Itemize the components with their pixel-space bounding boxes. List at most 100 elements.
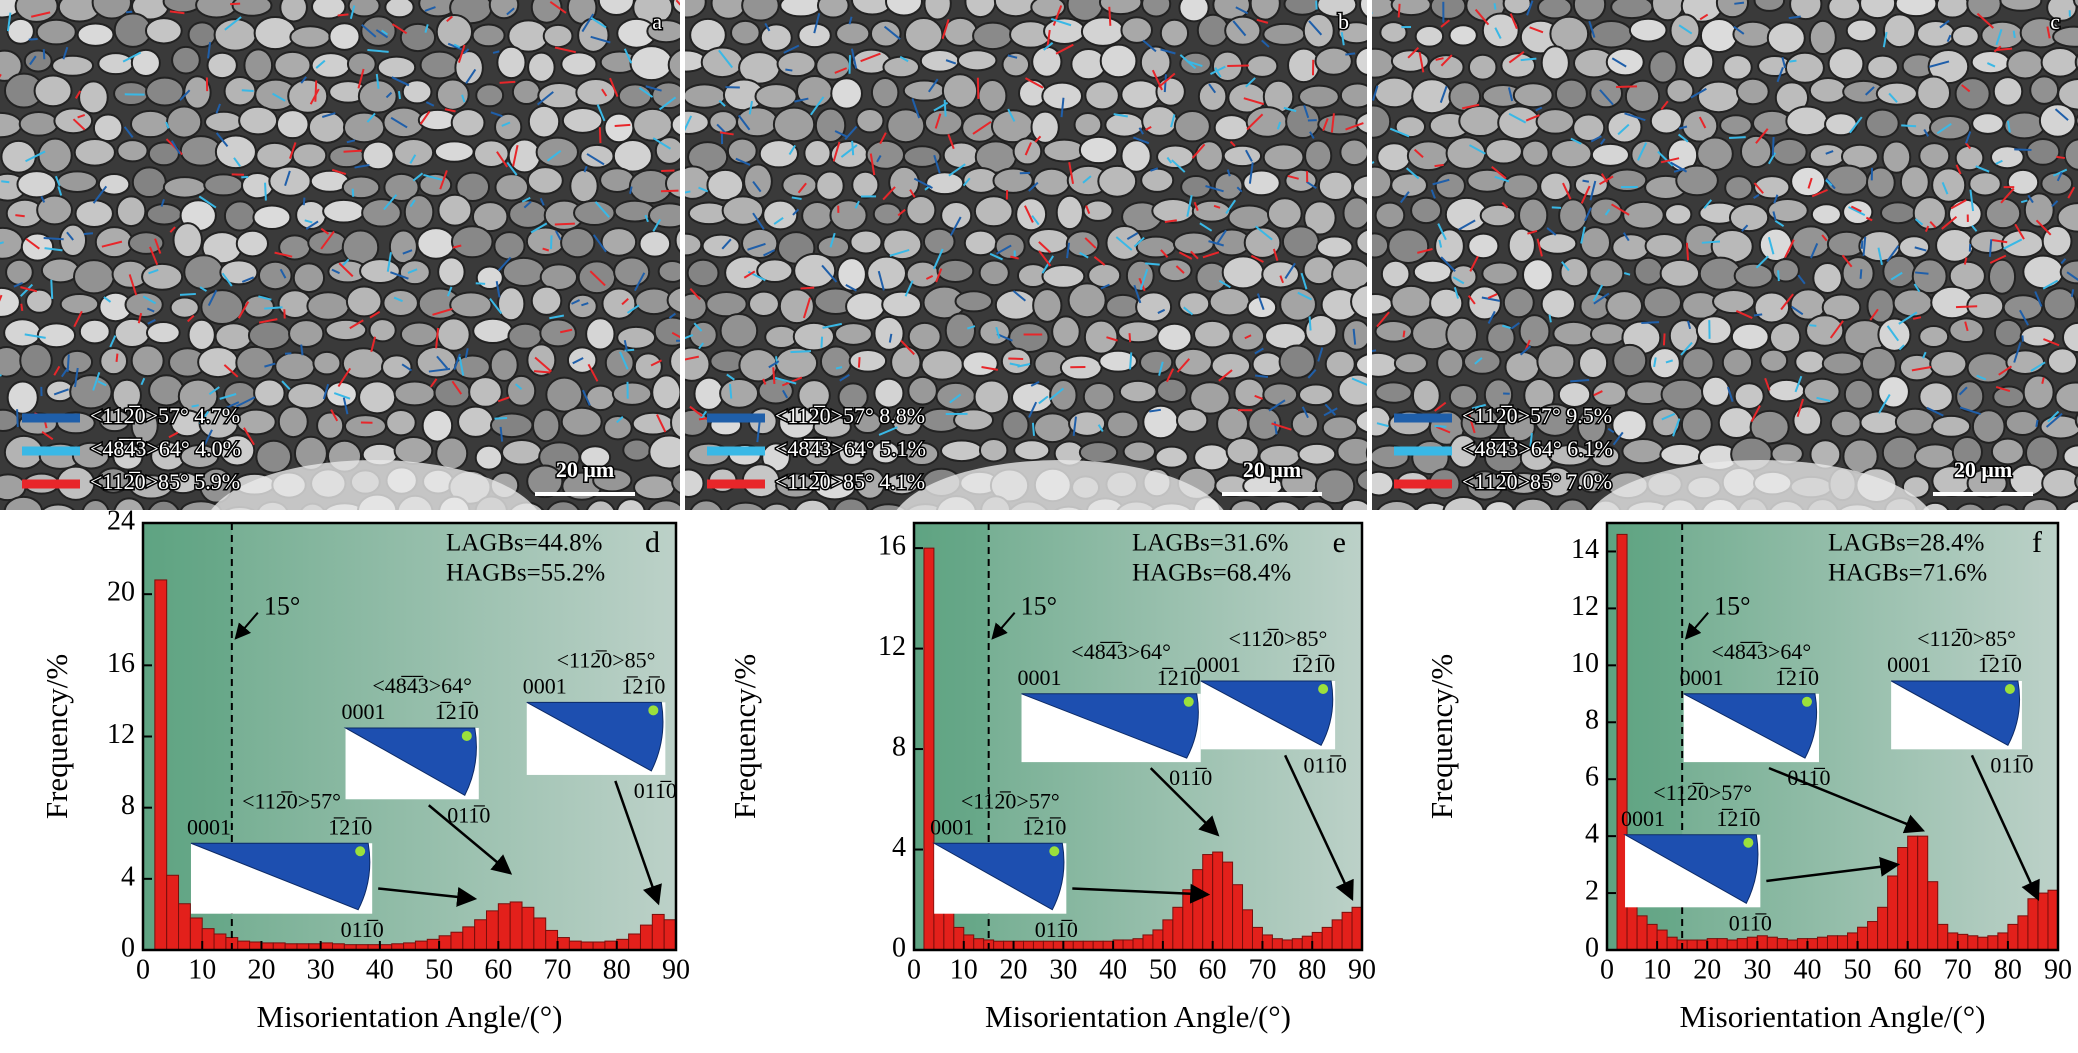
grain bbox=[669, 345, 680, 378]
grain bbox=[837, 382, 869, 412]
boundary bbox=[1593, 390, 1603, 397]
boundary bbox=[146, 307, 155, 313]
bar bbox=[1736, 938, 1748, 951]
grain bbox=[433, 140, 475, 163]
boundary bbox=[840, 144, 858, 158]
grain bbox=[612, 139, 653, 173]
bar bbox=[1877, 906, 1889, 951]
grain bbox=[449, 291, 493, 319]
grain bbox=[187, 318, 216, 351]
boundary bbox=[1750, 405, 1761, 423]
boundary bbox=[1653, 357, 1657, 368]
bar bbox=[1867, 921, 1879, 951]
boundary bbox=[16, 409, 19, 428]
grain bbox=[200, 289, 245, 326]
grain bbox=[923, 108, 964, 137]
grain bbox=[53, 107, 94, 135]
boundary bbox=[1582, 179, 1590, 183]
boundary bbox=[1012, 290, 1027, 302]
bar bbox=[1102, 940, 1114, 951]
grain bbox=[1513, 497, 1553, 510]
boundary bbox=[1133, 136, 1150, 145]
grain bbox=[647, 499, 680, 510]
boundary bbox=[264, 362, 276, 368]
grain bbox=[1314, 46, 1353, 76]
boundary bbox=[2030, 361, 2046, 372]
grain bbox=[1118, 379, 1158, 404]
boundary bbox=[810, 96, 825, 116]
x-tick-label: 30 bbox=[307, 954, 335, 985]
boundary bbox=[1773, 194, 1779, 204]
boundary bbox=[689, 405, 703, 417]
grain bbox=[1521, 139, 1550, 167]
boundary bbox=[1600, 138, 1606, 145]
boundary bbox=[199, 286, 208, 292]
grain bbox=[1359, 0, 1367, 19]
boundary bbox=[1562, 182, 1572, 200]
x-axis-title: Misorientation Angle/(°) bbox=[985, 999, 1291, 1034]
bar bbox=[1987, 935, 1999, 951]
grain bbox=[1287, 47, 1321, 84]
grain bbox=[1342, 196, 1367, 230]
grain bbox=[1912, 196, 1947, 231]
boundary bbox=[718, 49, 734, 69]
grain bbox=[849, 229, 883, 255]
boundary bbox=[1271, 422, 1292, 431]
hagbs-label: HAGBs=71.6% bbox=[1828, 560, 1987, 587]
boundary bbox=[850, 48, 858, 69]
boundary bbox=[1149, 408, 1161, 413]
boundary bbox=[369, 310, 381, 319]
grain bbox=[631, 411, 675, 436]
boundary bbox=[1690, 87, 1707, 99]
grain bbox=[1557, 381, 1592, 408]
grain bbox=[833, 497, 869, 510]
boundary bbox=[546, 150, 562, 162]
grain bbox=[907, 321, 942, 352]
boundary bbox=[1971, 224, 1978, 232]
boundary bbox=[453, 43, 461, 49]
boundary bbox=[935, 268, 943, 283]
boundary bbox=[2056, 171, 2063, 182]
boundary bbox=[1535, 106, 1543, 112]
grain bbox=[113, 317, 151, 349]
grain bbox=[530, 285, 563, 316]
boundary bbox=[424, 6, 436, 12]
grain bbox=[1261, 260, 1300, 289]
grain bbox=[670, 113, 680, 137]
grain bbox=[450, 108, 486, 138]
grain bbox=[801, 200, 834, 231]
boundary bbox=[423, 173, 443, 181]
grain bbox=[1178, 0, 1210, 23]
inset-peak bbox=[355, 846, 366, 857]
grain bbox=[1549, 15, 1590, 52]
boundary bbox=[1330, 113, 1335, 133]
grain bbox=[869, 503, 907, 510]
grain bbox=[273, 50, 312, 80]
grain bbox=[1266, 197, 1303, 230]
grain bbox=[1262, 22, 1306, 46]
boundary bbox=[383, 194, 398, 211]
grain bbox=[214, 322, 253, 352]
grain bbox=[904, 441, 940, 467]
grain bbox=[902, 145, 942, 168]
grain bbox=[1393, 352, 1429, 375]
x-tick-label: 80 bbox=[1298, 954, 1326, 985]
boundary bbox=[83, 232, 94, 236]
grain bbox=[920, 349, 964, 381]
grain bbox=[3, 318, 42, 348]
grain bbox=[187, 21, 217, 48]
boundary bbox=[1133, 236, 1145, 248]
boundary bbox=[320, 227, 330, 235]
bar bbox=[1321, 926, 1333, 951]
grain bbox=[689, 499, 723, 510]
grain bbox=[2074, 473, 2078, 490]
boundary bbox=[2054, 108, 2069, 121]
boundary bbox=[629, 186, 633, 194]
boundary bbox=[41, 430, 54, 441]
grain bbox=[398, 259, 431, 286]
boundary bbox=[1616, 85, 1638, 89]
grain bbox=[1784, 51, 1825, 84]
grain bbox=[36, 194, 73, 226]
y-tick-label: 8 bbox=[1585, 705, 1599, 736]
boundary bbox=[435, 327, 440, 349]
